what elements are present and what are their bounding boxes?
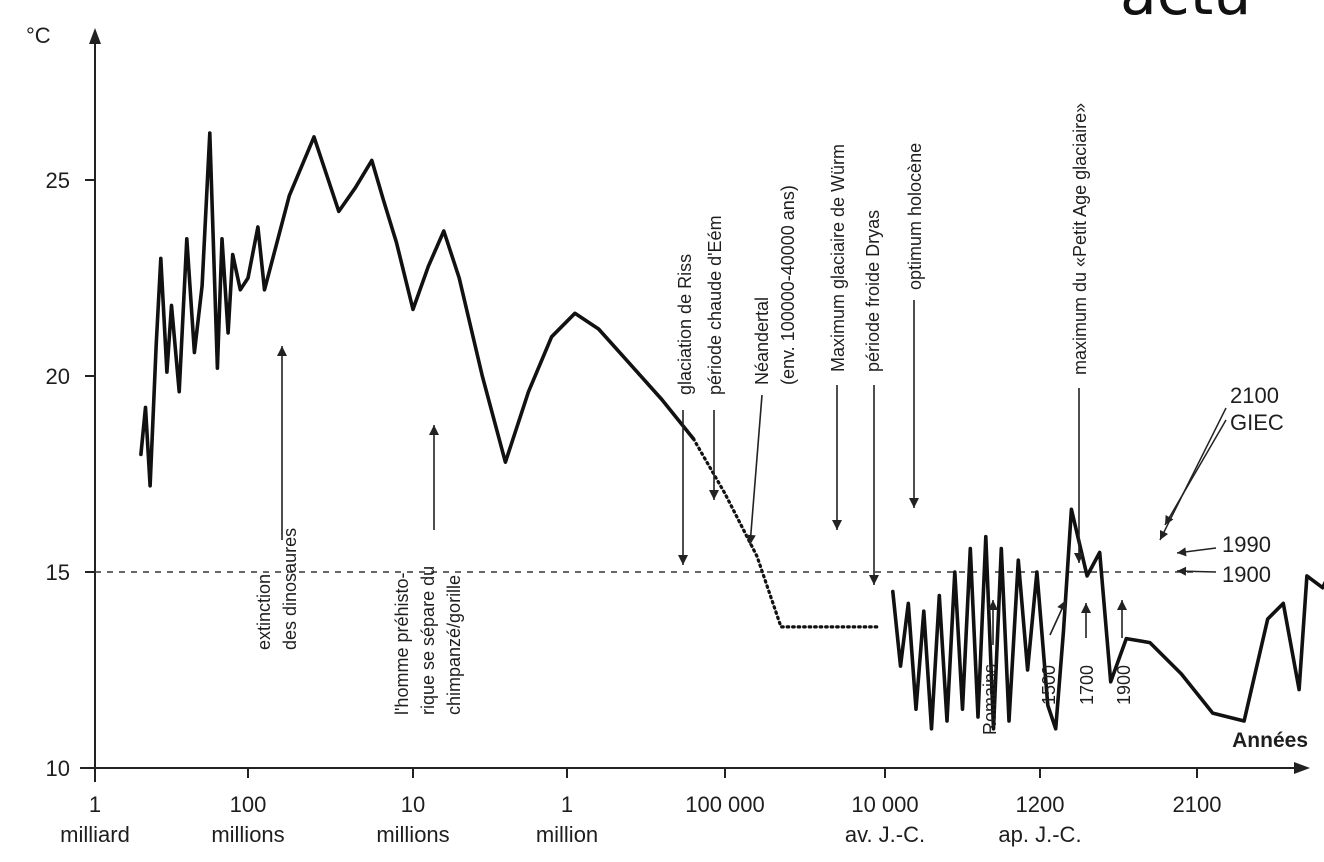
y-tick-label: 20 bbox=[46, 364, 70, 389]
annotation-arrowhead bbox=[988, 600, 998, 610]
annotation-text: optimum holocène bbox=[905, 143, 925, 290]
x-tick-sublabel: av. J.-C. bbox=[845, 822, 925, 847]
x-tick-sublabel: million bbox=[536, 822, 598, 847]
y-axis-label: °C bbox=[26, 23, 51, 48]
corner-text: actu bbox=[1120, 0, 1251, 29]
x-axis-label: Années bbox=[1232, 729, 1308, 752]
annotation-text: extinction bbox=[254, 574, 274, 650]
annotation-arrowhead bbox=[1074, 553, 1084, 563]
annotation: période froide Dryas bbox=[863, 210, 883, 585]
series-group bbox=[139, 131, 1324, 731]
right-label-text: GIEC bbox=[1230, 410, 1284, 435]
annotation: Néandertal (env. 100000-40000 ans) bbox=[745, 185, 798, 546]
right-label-arrow bbox=[1159, 407, 1227, 541]
annotation-arrowhead bbox=[429, 425, 439, 435]
annotation-text: glaciation de Riss bbox=[675, 254, 695, 395]
x-ticks: 1 milliard 100 millions 10 millions 1 million 10… bbox=[60, 768, 1221, 847]
annotation: Maximum glaciaire de Würm bbox=[828, 144, 848, 530]
right-label-text: 1990 bbox=[1222, 532, 1271, 557]
annotation-arrowhead bbox=[909, 498, 919, 508]
annotation-text: Maximum glaciaire de Würm bbox=[828, 144, 848, 372]
annotation: optimum holocène bbox=[905, 143, 925, 508]
right-label-text: 1900 bbox=[1222, 562, 1271, 587]
annotation-arrowhead bbox=[1057, 600, 1067, 612]
annotation-arrowhead bbox=[869, 575, 879, 585]
annotation-text: (env. 100000-40000 ans) bbox=[778, 185, 798, 385]
annotation-text: Néandertal bbox=[752, 297, 772, 385]
annotation-text: Romains bbox=[980, 664, 1000, 735]
right-label: 1990 bbox=[1176, 532, 1271, 557]
x-tick-label: 2100 bbox=[1173, 792, 1222, 817]
annotation: 1900 bbox=[1114, 600, 1134, 705]
x-tick-label: 100 bbox=[230, 792, 267, 817]
annotation-arrowhead bbox=[1081, 603, 1091, 613]
annotation-text: 1700 bbox=[1077, 665, 1097, 705]
y-tick-label: 15 bbox=[46, 560, 70, 585]
annotation-text: 1500 bbox=[1039, 665, 1059, 705]
x-tick-sublabel: milliard bbox=[60, 822, 130, 847]
annotation-arrowhead bbox=[709, 490, 719, 500]
right-label-arrowhead bbox=[1177, 566, 1187, 576]
right-label: 1900 bbox=[1176, 562, 1271, 587]
annotation-text: période froide Dryas bbox=[863, 210, 883, 372]
annotation-arrow-line bbox=[749, 394, 763, 546]
y-ticks: 10 15 20 25 bbox=[46, 168, 95, 781]
annotation-arrowhead bbox=[277, 346, 287, 356]
right-label-arrowhead bbox=[1177, 547, 1187, 557]
annotations: extinction des dinosaures l'homme préhisto… bbox=[254, 103, 1134, 735]
temperature-series-solid bbox=[139, 131, 696, 488]
annotation-text: maximum du «Petit Age glaciaire» bbox=[1070, 103, 1090, 375]
annotation: période chaude d'Eém bbox=[705, 215, 725, 500]
annotation: maximum du «Petit Age glaciaire» bbox=[1070, 103, 1090, 563]
annotation-arrowhead bbox=[1117, 600, 1127, 610]
annotation: Romains bbox=[980, 600, 1000, 735]
annotation-arrowhead bbox=[832, 520, 842, 530]
annotation: 1500 bbox=[1039, 599, 1067, 705]
annotation: extinction des dinosaures bbox=[254, 346, 300, 650]
x-tick-label: 10 000 bbox=[851, 792, 918, 817]
x-tick-label: 1 bbox=[561, 792, 573, 817]
y-tick-label: 25 bbox=[46, 168, 70, 193]
annotation-text: période chaude d'Eém bbox=[705, 215, 725, 395]
x-tick-label: 1200 bbox=[1016, 792, 1065, 817]
x-tick-sublabel: ap. J.-C. bbox=[998, 822, 1081, 847]
annotation-text: rique se sépare du bbox=[418, 566, 438, 715]
temperature-series-dotted bbox=[691, 437, 879, 629]
annotation-arrowhead bbox=[745, 534, 756, 545]
x-tick-sublabel: millions bbox=[376, 822, 449, 847]
y-tick-label: 10 bbox=[46, 756, 70, 781]
annotation-text: l'homme préhisto- bbox=[392, 573, 412, 716]
annotation-text: 1900 bbox=[1114, 665, 1134, 705]
y-axis-arrow bbox=[89, 28, 101, 44]
annotation-text: des dinosaures bbox=[280, 528, 300, 650]
right-label-arrowhead bbox=[1165, 514, 1174, 525]
x-tick-label: 100 000 bbox=[685, 792, 765, 817]
x-tick-label: 10 bbox=[401, 792, 425, 817]
right-label-arrowhead bbox=[1160, 529, 1169, 540]
x-tick-sublabel: millions bbox=[211, 822, 284, 847]
annotation: l'homme préhisto-rique se sépare du chimp… bbox=[392, 425, 464, 715]
x-axis-arrow bbox=[1294, 762, 1310, 774]
annotation-arrowhead bbox=[678, 555, 688, 565]
annotation-text: chimpanzé/gorille bbox=[444, 575, 464, 715]
annotation: glaciation de Riss bbox=[675, 254, 695, 565]
right-label-text: 2100 bbox=[1230, 383, 1279, 408]
annotation: 1700 bbox=[1077, 603, 1097, 705]
x-tick-label: 1 bbox=[89, 792, 101, 817]
right-label-arrow bbox=[1164, 419, 1227, 526]
temperature-series-solid bbox=[891, 507, 1324, 731]
axes: °C Années bbox=[26, 23, 1310, 782]
